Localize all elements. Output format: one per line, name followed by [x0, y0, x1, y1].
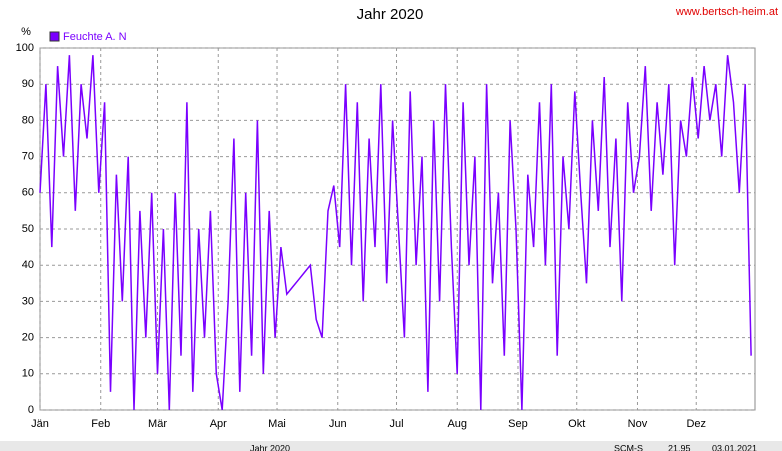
y-tick-label: 70: [22, 151, 34, 163]
x-tick-label: Mär: [148, 418, 167, 430]
x-tick-label: Jun: [329, 418, 347, 430]
status-text: 21,95: [668, 443, 691, 451]
x-tick-label: Jän: [31, 418, 49, 430]
x-tick-label: Apr: [210, 418, 227, 430]
line-series: [39, 55, 752, 411]
y-tick-label: 90: [22, 78, 34, 90]
chart-title: Jahr 2020: [357, 6, 424, 23]
y-tick-label: 100: [16, 42, 34, 54]
status-text: SCM-S: [614, 443, 643, 451]
x-tick-label: Mai: [268, 418, 286, 430]
legend: Feuchte A. N: [49, 31, 127, 43]
y-tick-label: 50: [22, 223, 34, 235]
y-tick-label: 10: [22, 368, 34, 380]
y-tick-label: 30: [22, 295, 34, 307]
x-tick-label: Dez: [686, 418, 706, 430]
status-bar: [0, 441, 782, 451]
x-tick-label: Okt: [568, 418, 585, 430]
y-tick-label: 60: [22, 187, 34, 199]
x-tick-label: Aug: [447, 418, 467, 430]
status-text: Jahr 2020: [250, 443, 290, 451]
x-tick-label: Sep: [508, 418, 528, 430]
x-tick-label: Nov: [628, 418, 648, 430]
y-tick-label: 40: [22, 259, 34, 271]
x-tick-label: Feb: [91, 418, 110, 430]
legend-label: Feuchte A. N: [63, 31, 127, 43]
y-tick-label: 20: [22, 332, 34, 344]
x-tick-label: Jul: [389, 418, 403, 430]
status-text: 03.01.2021: [712, 443, 757, 451]
status-items: Jahr 2020 SCM-S 21,95 03.01.2021: [250, 443, 757, 451]
legend-swatch: [49, 31, 60, 42]
y-unit: %: [21, 26, 31, 38]
watermark: www.bertsch-heim.at: [675, 6, 778, 18]
y-tick-label: 0: [28, 404, 34, 416]
y-tick-label: 80: [22, 114, 34, 126]
